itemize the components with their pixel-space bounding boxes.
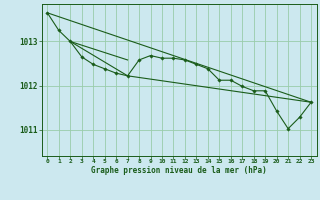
X-axis label: Graphe pression niveau de la mer (hPa): Graphe pression niveau de la mer (hPa) bbox=[91, 166, 267, 175]
